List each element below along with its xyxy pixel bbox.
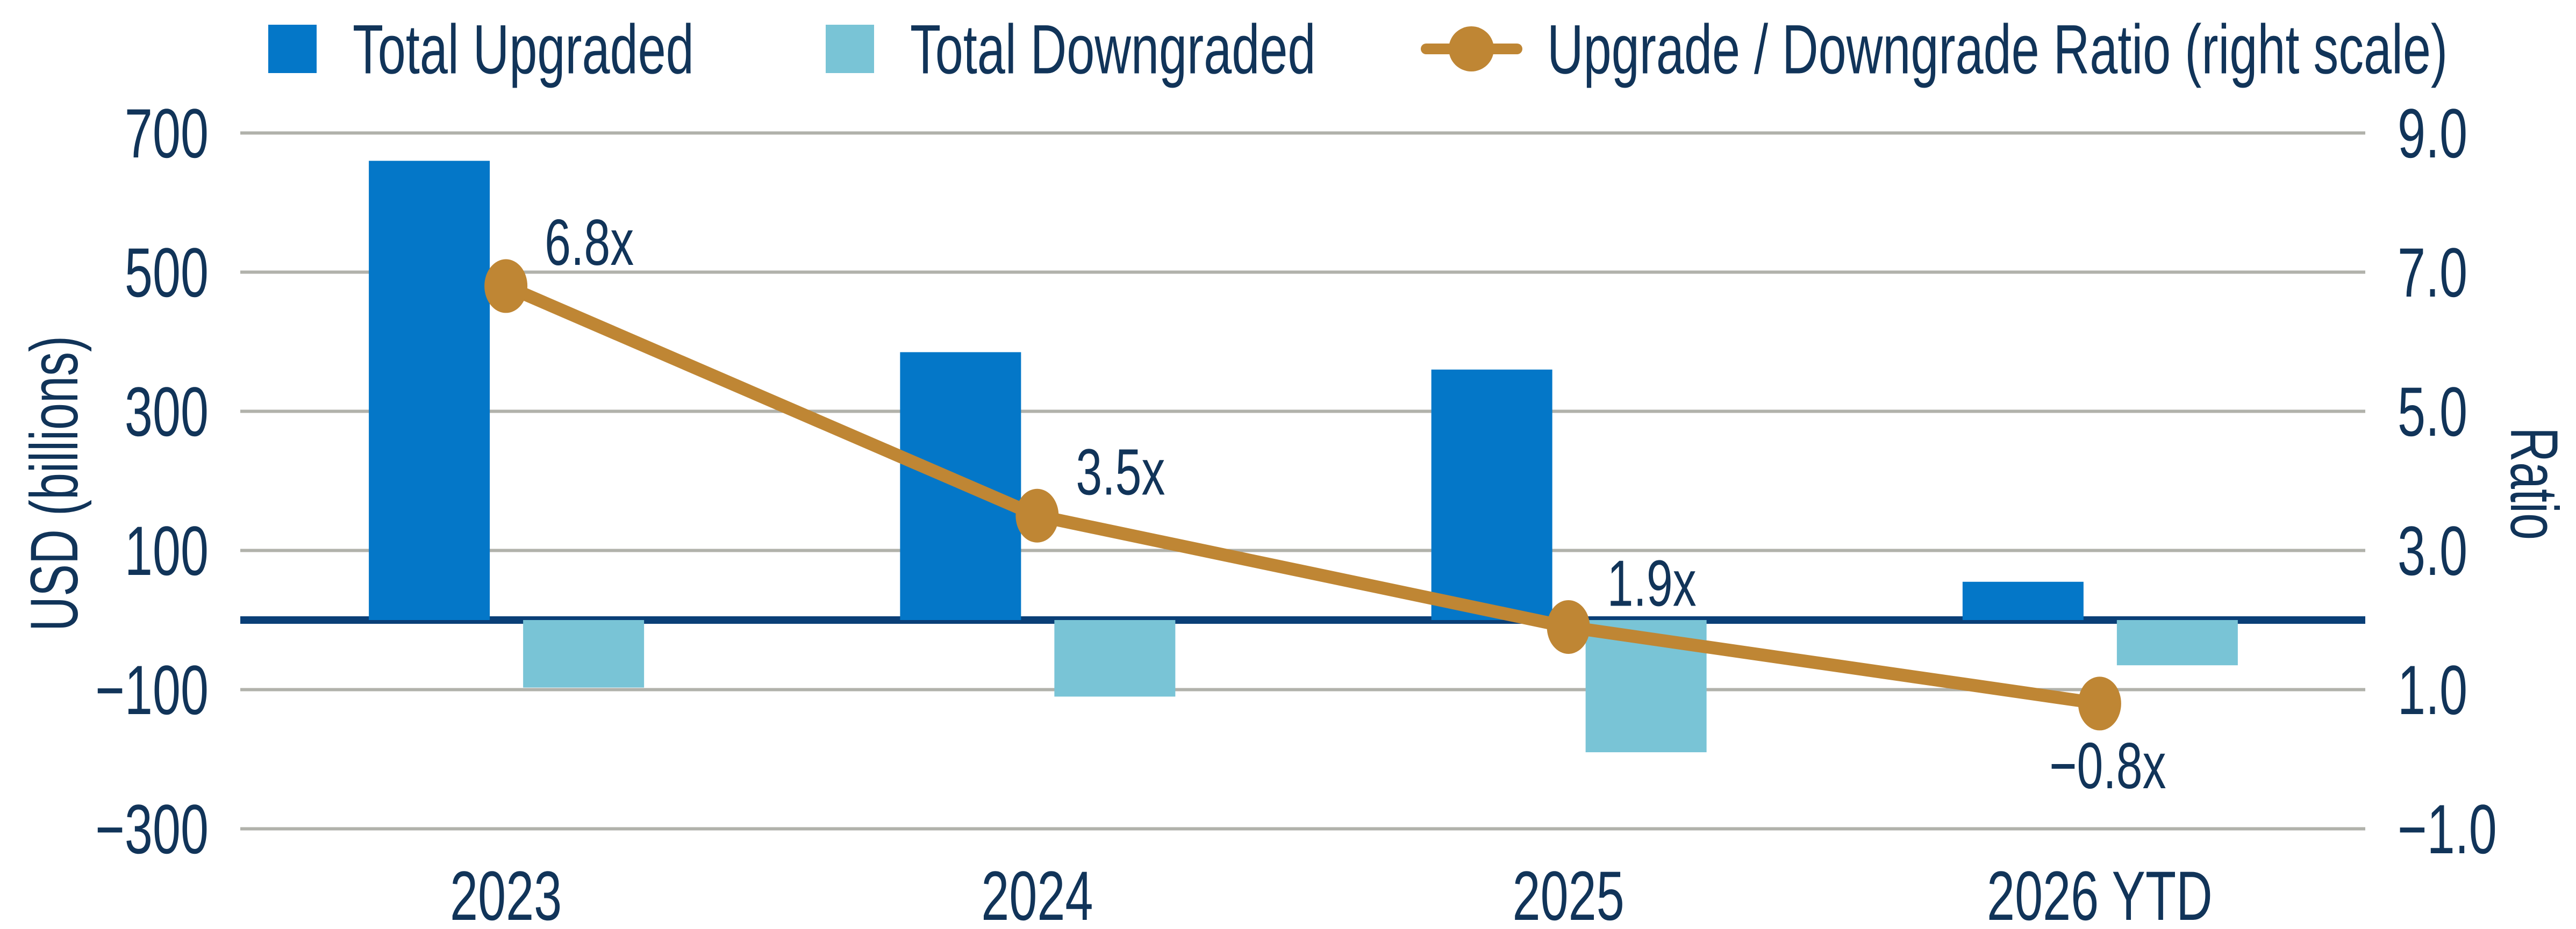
bar-total-upgraded-2023 [369, 161, 490, 620]
left-axis-tick-300: 300 [125, 373, 209, 451]
right-axis-tick-1.0: 1.0 [2398, 651, 2467, 730]
ratio-marker-2024 [1015, 488, 1059, 543]
ratio-label-2026-YTD: −0.8x [2049, 729, 2166, 803]
ratio-marker-2026-YTD [2078, 676, 2121, 731]
legend-swatch-total-upgraded [268, 25, 317, 73]
ratio-label-2024: 3.5x [1076, 435, 1165, 509]
ratio-marker-2023 [484, 259, 528, 313]
gridlines [240, 131, 2365, 831]
left-axis-tick-500: 500 [125, 234, 209, 312]
left-axis-title: USD (billions) [17, 336, 92, 631]
bar-total-downgraded-2023 [523, 620, 645, 688]
left-axis-tick-−300: −300 [95, 790, 209, 869]
x-axis: 2023 2024 2025 2026 YTD [450, 857, 2213, 929]
legend-circle-marker-icon [1449, 26, 1494, 71]
right-axis-tick-9.0: 9.0 [2398, 95, 2467, 173]
x-axis-label-2026-YTD: 2026 YTD [1987, 857, 2213, 929]
legend-label-ratio: Upgrade / Downgrade Ratio (right scale) [1547, 10, 2448, 89]
ratio-line [499, 279, 2106, 710]
x-axis-label-2023: 2023 [450, 857, 562, 929]
x-axis-label-2024: 2024 [981, 857, 1093, 929]
left-axis: 700 500 300 100 −100 −300 USD (billions) [17, 95, 209, 869]
legend-swatch-total-downgraded [826, 25, 874, 73]
left-axis-tick-100: 100 [125, 512, 209, 590]
legend-label-total-downgraded: Total Downgraded [910, 10, 1315, 89]
x-axis-label-2025: 2025 [1513, 857, 1625, 929]
right-axis-tick-3.0: 3.0 [2398, 512, 2467, 590]
point-labels: 6.8x 3.5x 1.9x −0.8x [545, 206, 2166, 803]
right-axis-tick-7.0: 7.0 [2398, 234, 2467, 312]
legend: Total Upgraded Total Downgraded Upgrade / … [268, 10, 2448, 89]
ratio-marker-2025 [1547, 600, 1590, 654]
right-axis-tick-−1.0: −1.0 [2398, 790, 2497, 869]
bar-series [369, 161, 2238, 753]
right-axis-title: Ratio [2496, 427, 2572, 540]
legend-label-total-upgraded: Total Upgraded [353, 10, 694, 89]
left-axis-tick-−100: −100 [95, 651, 209, 730]
ratio-label-2025: 1.9x [1607, 546, 1697, 620]
left-axis-tick-700: 700 [125, 95, 209, 173]
bar-total-downgraded-2024 [1054, 620, 1176, 697]
right-axis-tick-5.0: 5.0 [2398, 373, 2467, 451]
bar-total-downgraded-2026-YTD [2116, 620, 2238, 666]
right-axis: 9.0 7.0 5.0 3.0 1.0 −1.0 Ratio [2398, 95, 2572, 869]
ratio-label-2023: 6.8x [545, 206, 634, 279]
ratio-line-series [484, 259, 2121, 731]
bar-total-upgraded-2026-YTD [1962, 581, 2084, 620]
bar-total-upgraded-2025 [1431, 369, 1552, 620]
